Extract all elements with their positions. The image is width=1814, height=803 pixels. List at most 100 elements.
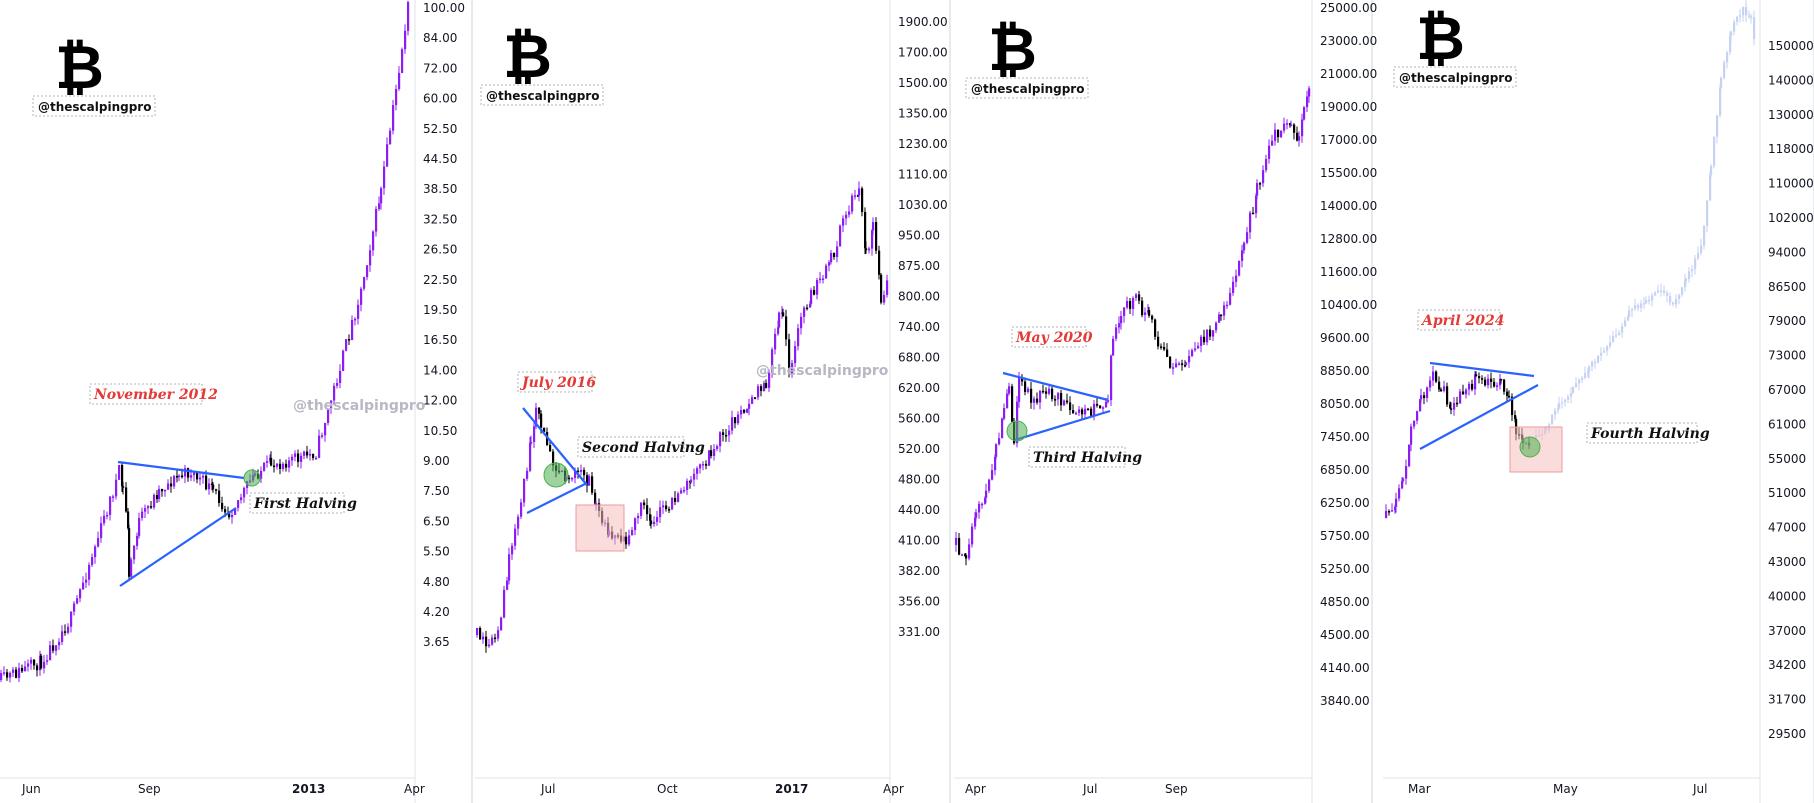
candle-body	[342, 350, 345, 371]
candle-body	[975, 512, 978, 518]
candle-body	[1249, 212, 1252, 233]
candle-body	[1132, 298, 1135, 309]
candle-body	[184, 468, 187, 477]
y-tick-label: 356.00	[898, 595, 940, 609]
candle-body	[839, 225, 842, 247]
candle-body	[586, 475, 589, 486]
candle-body	[1416, 411, 1419, 421]
y-tick-label: 560.00	[898, 412, 940, 426]
candle-body	[181, 475, 184, 478]
candle-body	[696, 468, 699, 474]
chart-panel-2: 1900.00 1700.00 1500.00 1350.00 1230.00 1110.…	[475, 0, 951, 803]
candle-body	[640, 502, 643, 516]
candle-body	[1090, 408, 1093, 416]
candle-body	[845, 214, 848, 219]
halving-label: Third Halving	[1033, 450, 1142, 466]
candle-body	[52, 645, 55, 651]
candle-body	[1289, 123, 1292, 126]
candle-body	[333, 385, 336, 401]
candle-body	[858, 188, 861, 196]
candle-body	[1511, 396, 1514, 416]
projection-candle	[1666, 292, 1669, 296]
projection-candle	[1651, 295, 1654, 301]
price-candles	[0, 0, 410, 683]
candle-body	[1514, 415, 1517, 419]
projection-candle	[1591, 361, 1594, 367]
chart-panel-4: 150000 140000 130000 118000 110000 102000 9400…	[1383, 0, 1814, 803]
bitcoin-icon: ₿	[503, 22, 552, 92]
candle-body	[1401, 481, 1404, 489]
y-tick-label: 440.00	[898, 503, 940, 517]
candle-body	[144, 508, 147, 512]
candle-body	[1220, 314, 1223, 317]
candle-body	[30, 659, 33, 664]
candle-body	[1036, 398, 1039, 403]
candle-body	[728, 430, 731, 436]
candle-body	[743, 409, 746, 413]
candle-body	[70, 611, 73, 627]
candle-body	[1232, 281, 1235, 294]
candle-body	[878, 250, 881, 275]
candle-body	[109, 496, 112, 515]
candle-body	[886, 280, 889, 295]
candle-body	[842, 218, 845, 226]
candle-body	[1241, 250, 1244, 261]
candle-body	[754, 397, 757, 399]
candle-body	[1048, 388, 1051, 394]
handle-label: @thescalpingpro	[38, 100, 151, 114]
candle-body	[810, 290, 813, 304]
projection-candle	[1594, 361, 1597, 364]
candle-body	[211, 483, 214, 485]
candle-body	[662, 505, 665, 508]
candle-body	[1303, 107, 1306, 120]
candle-body	[731, 417, 734, 431]
halving-label: First Halving	[253, 496, 357, 512]
candle-body	[1453, 402, 1456, 410]
candle-body	[1185, 362, 1188, 366]
candle-body	[538, 407, 541, 414]
candle-body	[1099, 405, 1102, 409]
candle-body	[375, 208, 378, 232]
candle-body	[1008, 386, 1011, 394]
candle-body	[1197, 345, 1200, 349]
halving-label: Fourth Halving	[1590, 426, 1710, 442]
candle-body	[699, 464, 702, 469]
candle-body	[1166, 349, 1169, 357]
projection-candle	[1694, 258, 1697, 270]
candle-body	[315, 457, 318, 460]
candle-body	[1475, 374, 1478, 377]
candle-body	[594, 492, 597, 504]
candle-body	[363, 277, 366, 289]
candle-body	[1423, 395, 1426, 398]
candle-body	[202, 475, 205, 478]
candle-body	[1398, 488, 1401, 499]
candle-body	[1027, 388, 1030, 392]
candle-body	[1438, 381, 1441, 390]
y-tick-label: 26.50	[423, 243, 457, 257]
projection-candle	[1572, 387, 1575, 393]
projection-candle	[1588, 366, 1591, 372]
candle-body	[1057, 393, 1060, 400]
projection-candle	[1736, 16, 1739, 22]
projection-candle	[1615, 335, 1618, 337]
y-tick-label: 61000	[1768, 417, 1806, 431]
breakout-circle	[1519, 436, 1541, 458]
candle-body	[115, 479, 118, 497]
candle-body	[128, 528, 131, 577]
y-tick-label: 47000	[1768, 521, 1806, 535]
candle-body	[1432, 371, 1435, 381]
y-tick-label: 4.20	[423, 605, 450, 619]
candle-body	[103, 515, 106, 524]
projection-candle	[1640, 303, 1643, 309]
candle-body	[164, 489, 167, 492]
halving-label-box	[249, 492, 345, 514]
y-tick-label: 10.50	[423, 424, 457, 438]
candle-body	[864, 211, 867, 249]
projection-candle	[1634, 305, 1637, 309]
candle-body	[260, 470, 263, 479]
candle-body	[1191, 350, 1194, 356]
candle-body	[1215, 322, 1218, 331]
x-tick-label: Sep	[138, 782, 161, 796]
candle-body	[196, 472, 199, 480]
candle-body	[958, 538, 961, 555]
